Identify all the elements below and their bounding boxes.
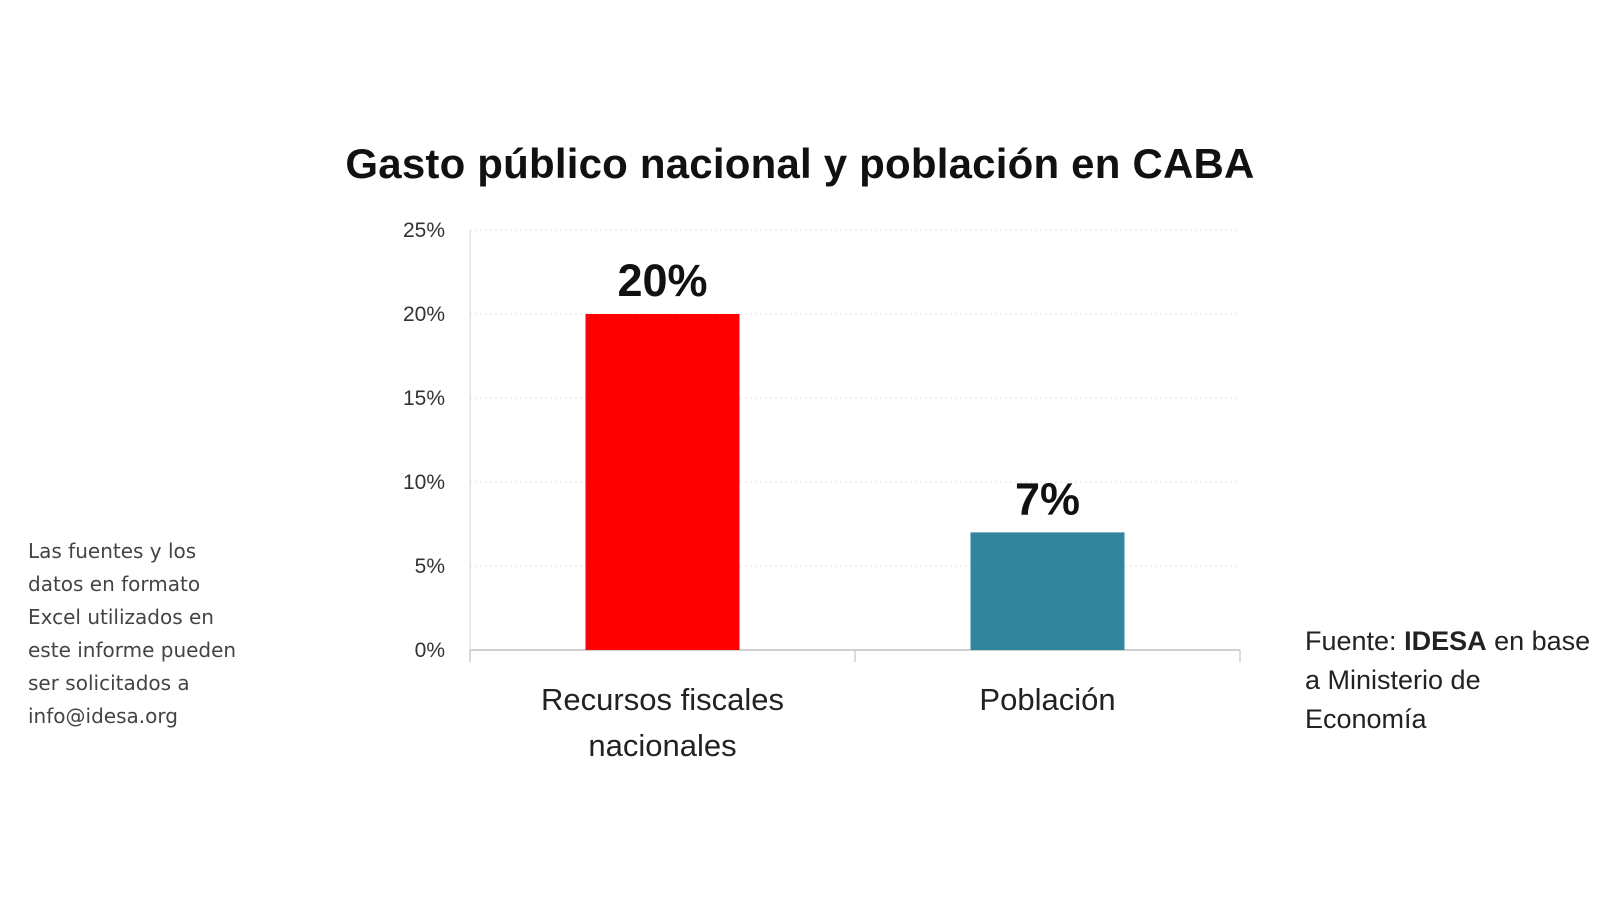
bar [585, 314, 740, 650]
data-label: 7% [1015, 473, 1080, 524]
chart-title: Gasto público nacional y población en CA… [345, 140, 1255, 187]
y-tick-label: 20% [403, 303, 445, 326]
source-line3: Economía [1305, 704, 1427, 734]
source-prefix: Fuente: [1305, 626, 1405, 656]
y-tick-label: 15% [403, 387, 445, 410]
y-tick-label: 10% [403, 471, 445, 494]
data-availability-note: Las fuentes y los datos en formato Excel… [28, 539, 237, 728]
source-line1-rest: en base [1486, 626, 1591, 656]
x-category-label: nacionales [588, 728, 736, 763]
y-tick-label: 25% [403, 219, 445, 242]
x-category-label: Recursos fiscales [541, 682, 784, 717]
source-line2: a Ministerio de [1305, 665, 1481, 695]
y-tick-label: 5% [415, 555, 445, 578]
source-note: Fuente: IDESA en base a Ministerio de Ec… [1305, 622, 1600, 739]
source-org: IDESA [1404, 626, 1487, 656]
y-tick-label: 0% [415, 639, 445, 662]
data-label: 20% [617, 255, 707, 306]
bar [970, 532, 1125, 650]
x-category-label: Población [979, 682, 1115, 717]
